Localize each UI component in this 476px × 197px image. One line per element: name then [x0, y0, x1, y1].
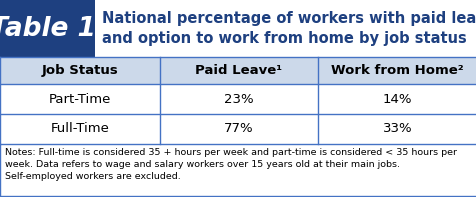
Text: Notes: Full-time is considered 35 + hours per week and part-time is considered <: Notes: Full-time is considered 35 + hour…: [5, 148, 456, 181]
Text: Full-Time: Full-Time: [50, 123, 109, 136]
Text: Part-Time: Part-Time: [49, 93, 111, 106]
Text: 23%: 23%: [224, 93, 253, 106]
Bar: [0, 114, 476, 144]
Text: 14%: 14%: [382, 93, 411, 106]
Text: Work from Home²: Work from Home²: [330, 64, 463, 77]
Text: Job Status: Job Status: [41, 64, 118, 77]
Bar: [95, 0, 476, 57]
Text: Paid Leave¹: Paid Leave¹: [195, 64, 282, 77]
Text: National percentage of workers with paid leave
and option to work from home by j: National percentage of workers with paid…: [102, 11, 476, 46]
Bar: [0, 57, 476, 84]
Bar: [0, 0, 95, 57]
Text: Table 1.: Table 1.: [0, 16, 105, 42]
Bar: [0, 144, 476, 197]
Text: 33%: 33%: [382, 123, 411, 136]
Text: 77%: 77%: [224, 123, 253, 136]
Bar: [0, 84, 476, 114]
